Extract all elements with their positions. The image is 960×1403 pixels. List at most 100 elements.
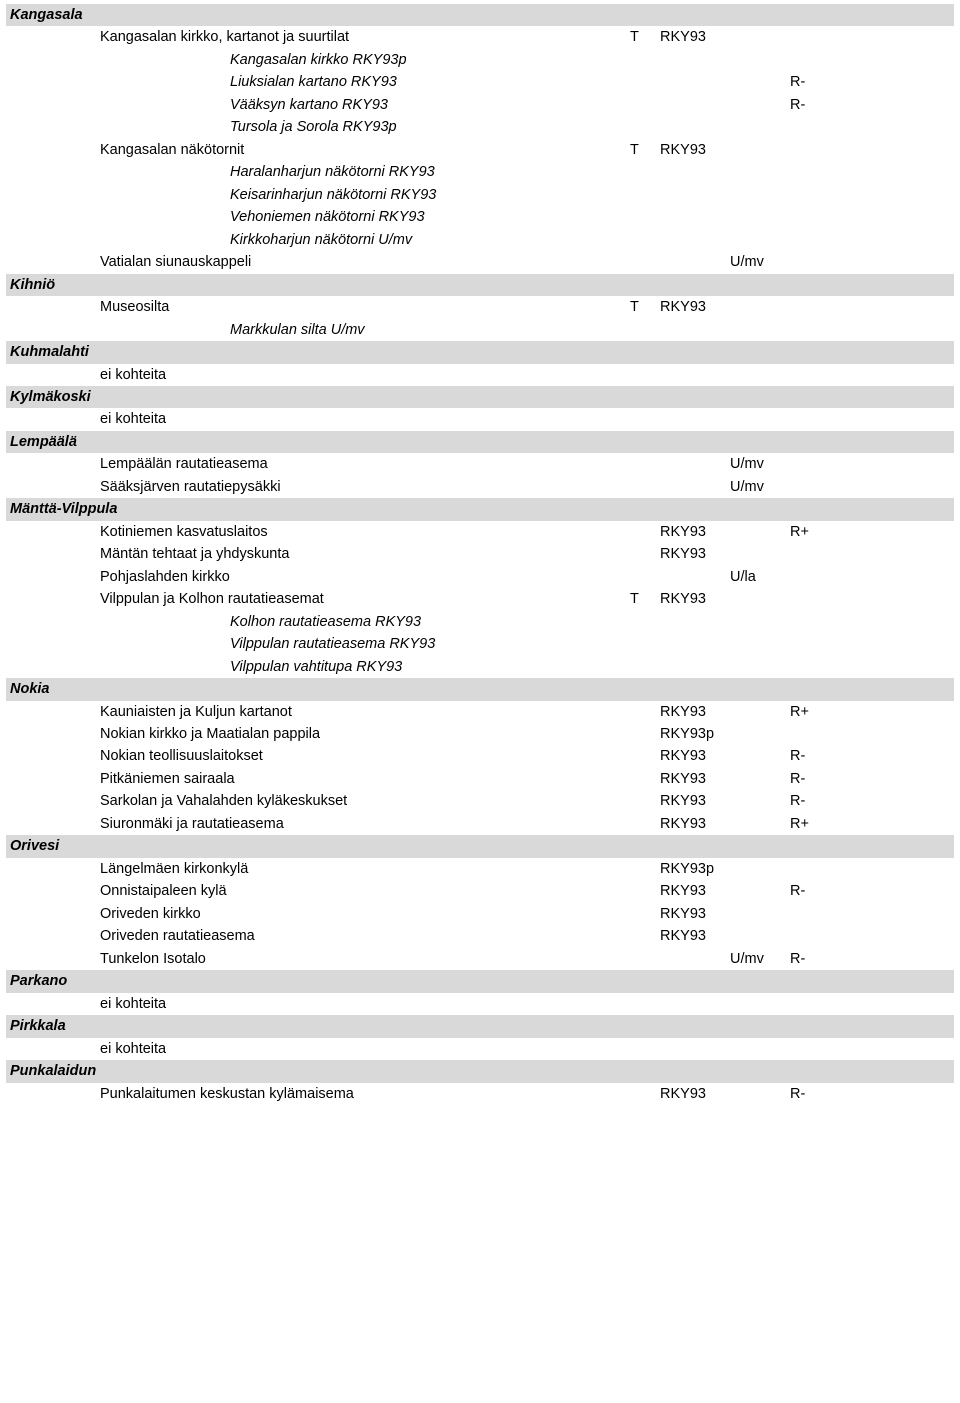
row-text: Oriveden rautatieasema (100, 925, 630, 947)
col-code: RKY93 (660, 790, 730, 812)
col-code: RKY93 (660, 925, 730, 947)
data-row: Tunkelon Isotalo U/mvR- (6, 948, 954, 970)
section-header: Orivesi (6, 835, 954, 857)
row-text: ei kohteita (100, 364, 630, 386)
data-row: Kangasalan kirkko RKY93p (6, 49, 954, 71)
data-row: Haralanharjun näkötorni RKY93 (6, 161, 954, 183)
row-text: Nokian teollisuuslaitokset (100, 745, 630, 767)
data-row: Keisarinharjun näkötorni RKY93 (6, 184, 954, 206)
row-text: Kirkkoharjun näkötorni U/mv (230, 229, 630, 251)
col-code: RKY93 (660, 903, 730, 925)
row-text: Pohjaslahden kirkko (100, 566, 630, 588)
col-change: R- (790, 745, 850, 767)
data-row: Oriveden kirkko RKY93 (6, 903, 954, 925)
col-code: RKY93 (660, 745, 730, 767)
col-code: RKY93 (660, 1083, 730, 1105)
data-row: ei kohteita (6, 364, 954, 386)
section-header: Lempäälä (6, 431, 954, 453)
row-text: Kangasalan kirkko, kartanot ja suurtilat (100, 26, 630, 48)
col-code: RKY93p (660, 858, 730, 880)
row-text: Sääksjärven rautatiepysäkki (100, 476, 630, 498)
row-text: Tunkelon Isotalo (100, 948, 630, 970)
col-status: U/la (730, 566, 790, 588)
section-header: Kuhmalahti (6, 341, 954, 363)
col-code: RKY93 (660, 768, 730, 790)
document-root: KangasalaKangasalan kirkko, kartanot ja … (6, 4, 954, 1105)
col-t: T (630, 588, 660, 610)
data-row: Nokian teollisuuslaitokset RKY93 R- (6, 745, 954, 767)
row-text: Keisarinharjun näkötorni RKY93 (230, 184, 630, 206)
row-text: Nokian kirkko ja Maatialan pappila (100, 723, 630, 745)
col-t: T (630, 26, 660, 48)
data-row: Mäntän tehtaat ja yhdyskuntaRKY93 (6, 543, 954, 565)
data-row: Längelmäen kirkonkylä RKY93p (6, 858, 954, 880)
section-header: Punkalaidun (6, 1060, 954, 1082)
data-row: Kotiniemen kasvatuslaitos RKY93 R+ (6, 521, 954, 543)
row-text: Punkalaitumen keskustan kylämaisema (100, 1083, 630, 1105)
section-header: Kihniö (6, 274, 954, 296)
col-t: T (630, 296, 660, 318)
section-header: Kangasala (6, 4, 954, 26)
section-header: Mänttä-Vilppula (6, 498, 954, 520)
col-change: R- (790, 768, 850, 790)
col-code: RKY93 (660, 139, 730, 161)
col-code: RKY93 (660, 543, 730, 565)
row-text: Längelmäen kirkonkylä (100, 858, 630, 880)
col-change: R- (790, 94, 850, 116)
col-change: R- (790, 948, 850, 970)
data-row: Vilppulan rautatieasema RKY93 (6, 633, 954, 655)
data-row: Tursola ja Sorola RKY93p (6, 116, 954, 138)
row-text: Haralanharjun näkötorni RKY93 (230, 161, 630, 183)
row-text: Vatialan siunauskappeli (100, 251, 630, 273)
data-row: Kirkkoharjun näkötorni U/mv (6, 229, 954, 251)
data-row: Vääksyn kartano RKY93 R- (6, 94, 954, 116)
row-text: Vilppulan vahtitupa RKY93 (230, 656, 630, 678)
row-text: Vääksyn kartano RKY93 (230, 94, 630, 116)
data-row: Punkalaitumen keskustan kylämaisema RKY93… (6, 1083, 954, 1105)
data-row: Lempäälän rautatieasema U/mv (6, 453, 954, 475)
row-text: Lempäälän rautatieasema (100, 453, 630, 475)
col-code: RKY93p (660, 723, 730, 745)
col-change: R+ (790, 521, 850, 543)
data-row: Kangasalan näkötornitTRKY93 (6, 139, 954, 161)
data-row: Liuksialan kartano RKY93 R- (6, 71, 954, 93)
data-row: Sarkolan ja Vahalahden kyläkeskukset RKY9… (6, 790, 954, 812)
data-row: Nokian kirkko ja Maatialan pappila RKY93p (6, 723, 954, 745)
data-row: Vehoniemen näkötorni RKY93 (6, 206, 954, 228)
col-status: U/mv (730, 453, 790, 475)
col-change: R- (790, 71, 850, 93)
col-code: RKY93 (660, 521, 730, 543)
col-status: U/mv (730, 948, 790, 970)
col-change: R+ (790, 813, 850, 835)
row-text: ei kohteita (100, 993, 630, 1015)
data-row: Vatialan siunauskappeliU/mv (6, 251, 954, 273)
row-text: ei kohteita (100, 1038, 630, 1060)
row-text: Tursola ja Sorola RKY93p (230, 116, 630, 138)
row-text: Pitkäniemen sairaala (100, 768, 630, 790)
col-code: RKY93 (660, 588, 730, 610)
row-text: Vilppulan rautatieasema RKY93 (230, 633, 630, 655)
row-text: Oriveden kirkko (100, 903, 630, 925)
row-text: Kangasalan kirkko RKY93p (230, 49, 630, 71)
row-text: Liuksialan kartano RKY93 (230, 71, 630, 93)
data-row: ei kohteita (6, 993, 954, 1015)
section-header: Kylmäkoski (6, 386, 954, 408)
row-text: Vehoniemen näkötorni RKY93 (230, 206, 630, 228)
row-text: Kangasalan näkötornit (100, 139, 630, 161)
data-row: Kangasalan kirkko, kartanot ja suurtilat… (6, 26, 954, 48)
data-row: Kolhon rautatieasema RKY93 (6, 611, 954, 633)
row-text: Museosilta (100, 296, 630, 318)
row-text: Sarkolan ja Vahalahden kyläkeskukset (100, 790, 630, 812)
data-row: Markkulan silta U/mv (6, 319, 954, 341)
col-change: R- (790, 1083, 850, 1105)
col-code: RKY93 (660, 813, 730, 835)
section-header: Nokia (6, 678, 954, 700)
col-change: R- (790, 880, 850, 902)
row-text: Kotiniemen kasvatuslaitos (100, 521, 630, 543)
row-text: Markkulan silta U/mv (230, 319, 630, 341)
row-text: Kolhon rautatieasema RKY93 (230, 611, 630, 633)
row-text: Siuronmäki ja rautatieasema (100, 813, 630, 835)
col-code: RKY93 (660, 296, 730, 318)
data-row: Pohjaslahden kirkko U/la (6, 566, 954, 588)
row-text: ei kohteita (100, 408, 630, 430)
